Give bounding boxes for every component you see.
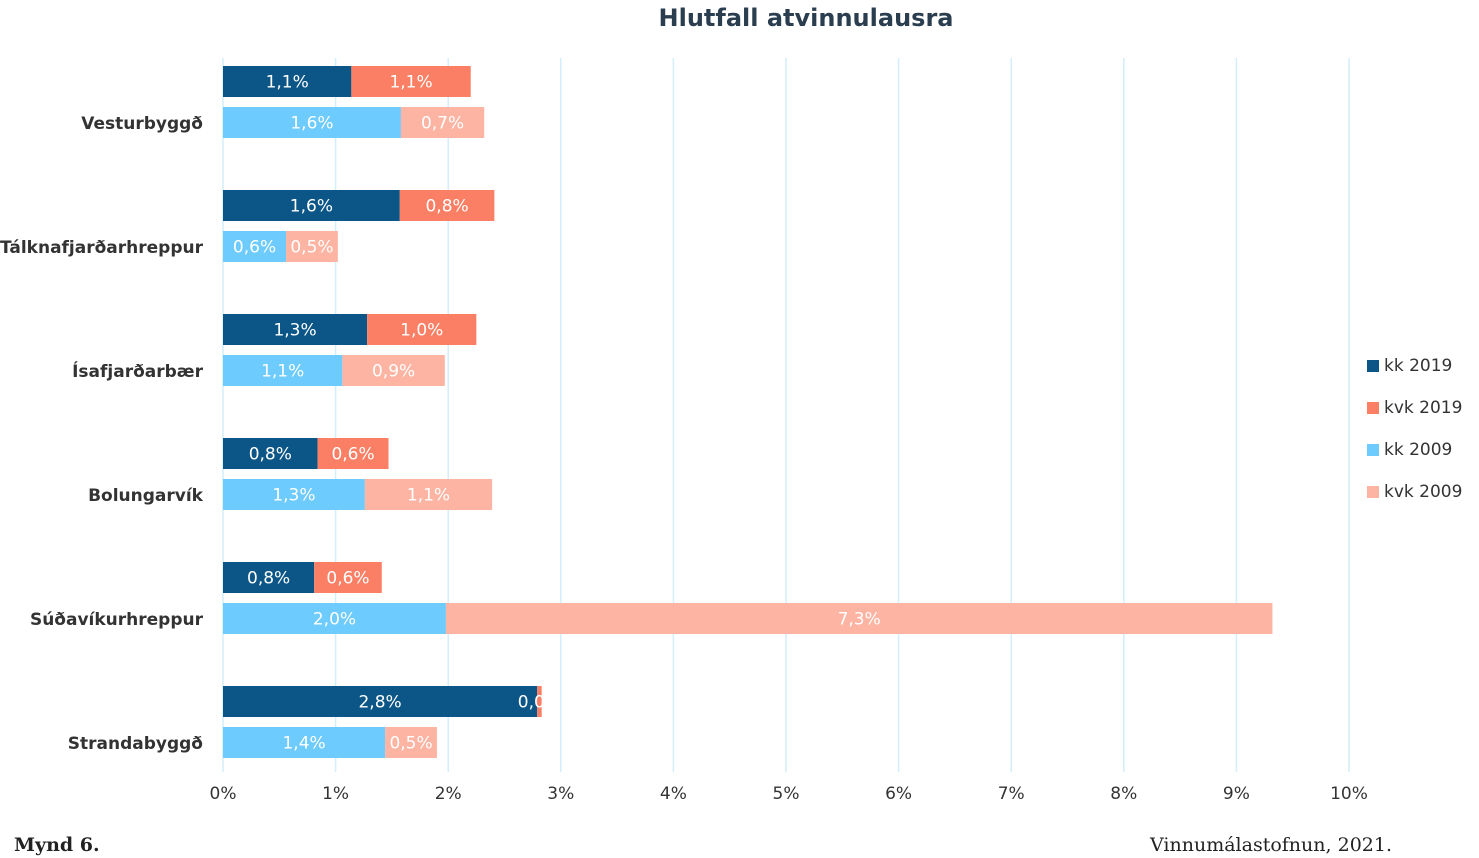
data-label: 1,6% xyxy=(290,114,333,134)
data-label: 0,6% xyxy=(331,445,374,465)
y-tick-label: Vesturbyggð xyxy=(81,114,203,134)
legend-swatch xyxy=(1367,402,1379,414)
bar-segment xyxy=(223,438,318,469)
bar-segment xyxy=(445,603,1273,634)
data-label: 1,6% xyxy=(290,197,333,217)
x-tick-label: 8% xyxy=(1110,784,1137,804)
bar-segment xyxy=(342,355,445,386)
legend-label: kk 2019 xyxy=(1384,356,1452,376)
bar-segment xyxy=(223,562,315,593)
data-label: 1,4% xyxy=(282,734,325,754)
data-label: 0,5% xyxy=(389,734,432,754)
legend-swatch xyxy=(1367,360,1379,372)
bar-segment xyxy=(223,231,287,262)
bar-segment xyxy=(385,727,437,758)
x-tick-label: 9% xyxy=(1223,784,1250,804)
bar-segment xyxy=(223,314,368,345)
source: Vinnumálastofnun, 2021. xyxy=(1149,834,1392,856)
data-label: 1,1% xyxy=(389,73,432,93)
bar-segment xyxy=(223,479,365,510)
data-label: 1,3% xyxy=(273,321,316,341)
data-label: 0,6% xyxy=(326,569,369,589)
x-tick-label: 7% xyxy=(998,784,1025,804)
y-tick-label: Tálknafjarðarhreppur xyxy=(0,238,204,258)
data-label: 2,0% xyxy=(313,610,356,630)
x-tick-label: 3% xyxy=(547,784,574,804)
data-label: 0,8% xyxy=(249,445,292,465)
bar-segment xyxy=(314,562,382,593)
legend-label: kvk 2009 xyxy=(1384,482,1462,502)
x-tick-label: 4% xyxy=(660,784,687,804)
bar-segment xyxy=(223,603,446,634)
x-tick-label: 2% xyxy=(435,784,462,804)
data-label: 1,0% xyxy=(400,321,443,341)
x-tick-label: 6% xyxy=(885,784,912,804)
bar-segment xyxy=(223,66,352,97)
data-label: 1,3% xyxy=(272,486,315,506)
data-label: 0,8% xyxy=(425,197,468,217)
data-label: 1,1% xyxy=(266,73,309,93)
data-label: 1,1% xyxy=(261,362,304,382)
bar-segment xyxy=(364,479,493,510)
bar-segment xyxy=(223,355,343,386)
x-tick-label: 1% xyxy=(322,784,349,804)
x-tick-label: 10% xyxy=(1330,784,1368,804)
data-label: 1,1% xyxy=(407,486,450,506)
data-label: 0,0% xyxy=(518,693,561,713)
bar-segment xyxy=(537,686,542,717)
bar-segment xyxy=(286,231,338,262)
x-tick-label: 5% xyxy=(773,784,800,804)
bar-segment xyxy=(400,107,485,138)
bar-segment xyxy=(223,727,386,758)
bar-segment xyxy=(223,107,401,138)
y-tick-label: Ísafjarðarbær xyxy=(72,360,204,382)
bar-segment xyxy=(367,314,477,345)
bar-segment xyxy=(351,66,471,97)
bar-segment xyxy=(223,190,400,221)
bar-segment xyxy=(317,438,389,469)
legend-label: kk 2009 xyxy=(1384,440,1452,460)
legend-swatch xyxy=(1367,444,1379,456)
data-label: 0,5% xyxy=(290,238,333,258)
y-tick-label: Bolungarvík xyxy=(88,486,204,506)
data-label: 0,6% xyxy=(233,238,276,258)
data-label: 0,8% xyxy=(247,569,290,589)
data-label: 0,7% xyxy=(421,114,464,134)
chart-title: Hlutfall atvinnulausra xyxy=(659,4,954,32)
y-tick-label: Strandabyggð xyxy=(68,734,203,754)
data-label: 0,9% xyxy=(372,362,415,382)
data-label: 7,3% xyxy=(838,610,881,630)
x-tick-label: 0% xyxy=(210,784,237,804)
legend-label: kvk 2019 xyxy=(1384,398,1462,418)
figure-label: Mynd 6. xyxy=(14,834,100,856)
data-label: 2,8% xyxy=(358,693,401,713)
legend-swatch xyxy=(1367,486,1379,498)
y-tick-label: Súðavíkurhreppur xyxy=(30,610,204,630)
bar-segment xyxy=(223,686,538,717)
bar-segment xyxy=(399,190,495,221)
